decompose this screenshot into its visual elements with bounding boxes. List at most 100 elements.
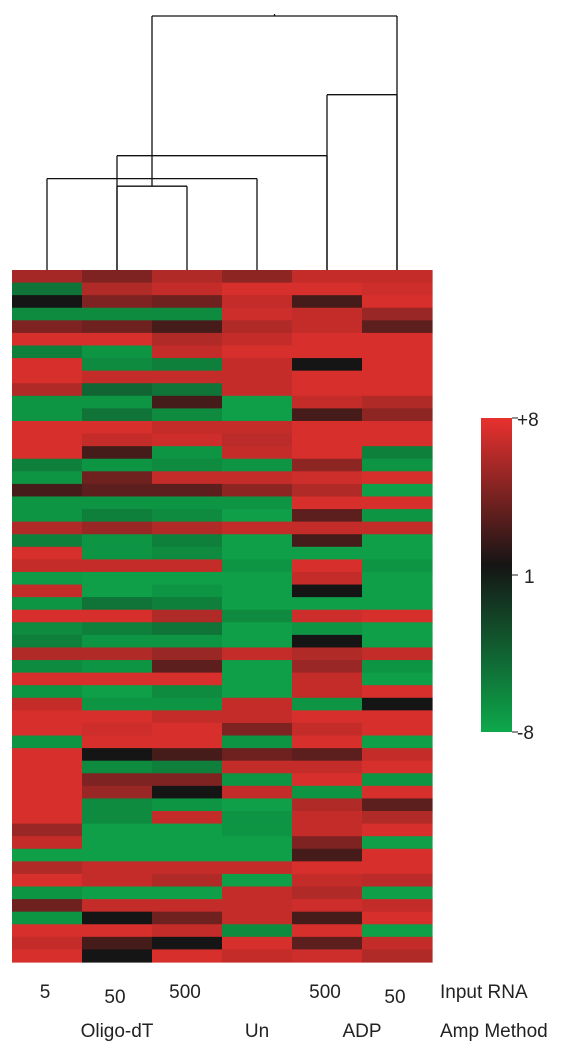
heatmap-cell xyxy=(222,660,293,674)
heatmap-cell xyxy=(292,823,363,837)
heatmap-cell xyxy=(12,697,83,711)
heatmap-cell xyxy=(152,634,223,649)
heatmap-cell xyxy=(362,886,433,900)
heatmap-cell xyxy=(12,471,83,485)
heatmap-cell xyxy=(152,861,223,875)
heatmap-cell xyxy=(82,433,153,447)
heatmap-cell xyxy=(222,370,293,384)
heatmap-cell xyxy=(222,395,293,409)
column-label-input-rna: 500 xyxy=(169,982,201,1003)
heatmap-cell xyxy=(82,471,153,485)
heatmap-cell xyxy=(152,332,223,347)
heatmap-cell xyxy=(222,383,293,397)
heatmap-cell xyxy=(12,345,83,359)
heatmap-cell xyxy=(222,748,293,762)
color-scale-max-label: +8 xyxy=(517,410,539,431)
heatmap-cell xyxy=(12,295,83,309)
column-label-input-rna: 5 xyxy=(40,982,51,1003)
heatmap-cell xyxy=(362,408,433,422)
heatmap-cell xyxy=(222,458,293,472)
heatmap-cell xyxy=(152,420,223,435)
heatmap-cell xyxy=(222,685,293,699)
heatmap-cell xyxy=(222,785,293,800)
heatmap-cell xyxy=(292,660,363,674)
heatmap-cell xyxy=(362,345,433,359)
heatmap-cell xyxy=(222,358,293,372)
heatmap-cell xyxy=(12,634,83,649)
heatmap-cell xyxy=(82,307,153,321)
method-label-adp: ADP xyxy=(342,1021,381,1042)
heatmap-cell xyxy=(362,534,433,548)
heatmap-cell xyxy=(152,584,223,598)
heatmap-cell xyxy=(222,446,293,460)
heatmap-cell xyxy=(82,332,153,347)
heatmap-cell xyxy=(12,773,83,787)
heatmap-cell xyxy=(292,433,363,447)
heatmap-cell xyxy=(292,420,363,435)
heatmap-cell xyxy=(362,358,433,372)
heatmap-cell xyxy=(12,722,83,737)
heatmap-cell xyxy=(292,320,363,334)
heatmap-cell xyxy=(82,509,153,523)
heatmap-cell xyxy=(292,685,363,699)
heatmap-cell xyxy=(362,270,433,284)
heatmap-cell xyxy=(82,571,153,586)
heatmap-cell xyxy=(152,358,223,372)
heatmap-cell xyxy=(12,546,83,560)
heatmap-cell xyxy=(292,534,363,548)
heatmap-cell xyxy=(292,483,363,498)
dendrogram xyxy=(46,14,398,270)
heatmap-cell xyxy=(12,936,83,951)
heatmap-cell xyxy=(222,509,293,523)
heatmap-cell xyxy=(292,622,363,636)
heatmap-cell xyxy=(152,295,223,309)
heatmap-cell xyxy=(362,597,433,611)
heatmap-cell xyxy=(82,949,153,963)
heatmap-cell xyxy=(292,672,363,686)
heatmap-cell xyxy=(292,899,363,913)
heatmap-cell xyxy=(12,672,83,686)
heatmap-cell xyxy=(362,332,433,347)
heatmap-cell xyxy=(292,936,363,951)
heatmap-cell xyxy=(82,597,153,611)
heatmap-cell xyxy=(152,383,223,397)
heatmap-cell xyxy=(292,861,363,875)
heatmap-cell xyxy=(82,559,153,573)
heatmap-cell xyxy=(12,735,83,749)
heatmap-cell xyxy=(362,584,433,598)
heatmap-cell xyxy=(292,408,363,422)
color-scale-mid-label: 1 xyxy=(524,567,535,588)
heatmap-cell xyxy=(222,823,293,837)
heatmap-cell xyxy=(152,622,223,636)
heatmap-cell xyxy=(82,395,153,409)
heatmap-cell xyxy=(222,433,293,447)
heatmap-cell xyxy=(12,270,83,284)
heatmap-cell xyxy=(152,722,223,737)
heatmap-cell xyxy=(222,811,293,825)
heatmap-cell xyxy=(222,760,293,774)
heatmap-cell xyxy=(222,584,293,598)
heatmap-cell xyxy=(222,949,293,963)
heatmap-cell xyxy=(152,924,223,938)
heatmap-cell xyxy=(362,571,433,586)
heatmap-cell xyxy=(152,270,223,284)
method-label-un: Un xyxy=(245,1021,269,1042)
heatmap-cell xyxy=(362,949,433,963)
heatmap-grid xyxy=(12,270,433,963)
heatmap-cell xyxy=(12,584,83,598)
heatmap-cell xyxy=(222,420,293,435)
heatmap-cell xyxy=(82,634,153,649)
heatmap-cell xyxy=(152,597,223,611)
heatmap-cell xyxy=(222,408,293,422)
heatmap-cell xyxy=(82,282,153,296)
heatmap-cell xyxy=(82,936,153,951)
heatmap-cell xyxy=(362,722,433,737)
heatmap-cell xyxy=(152,458,223,472)
heatmap-cell xyxy=(82,521,153,535)
heatmap-cell xyxy=(292,735,363,749)
heatmap-cell xyxy=(82,370,153,384)
heatmap-cell xyxy=(152,345,223,359)
heatmap-cell xyxy=(12,433,83,447)
heatmap-cell xyxy=(362,420,433,435)
heatmap-cell xyxy=(292,949,363,963)
